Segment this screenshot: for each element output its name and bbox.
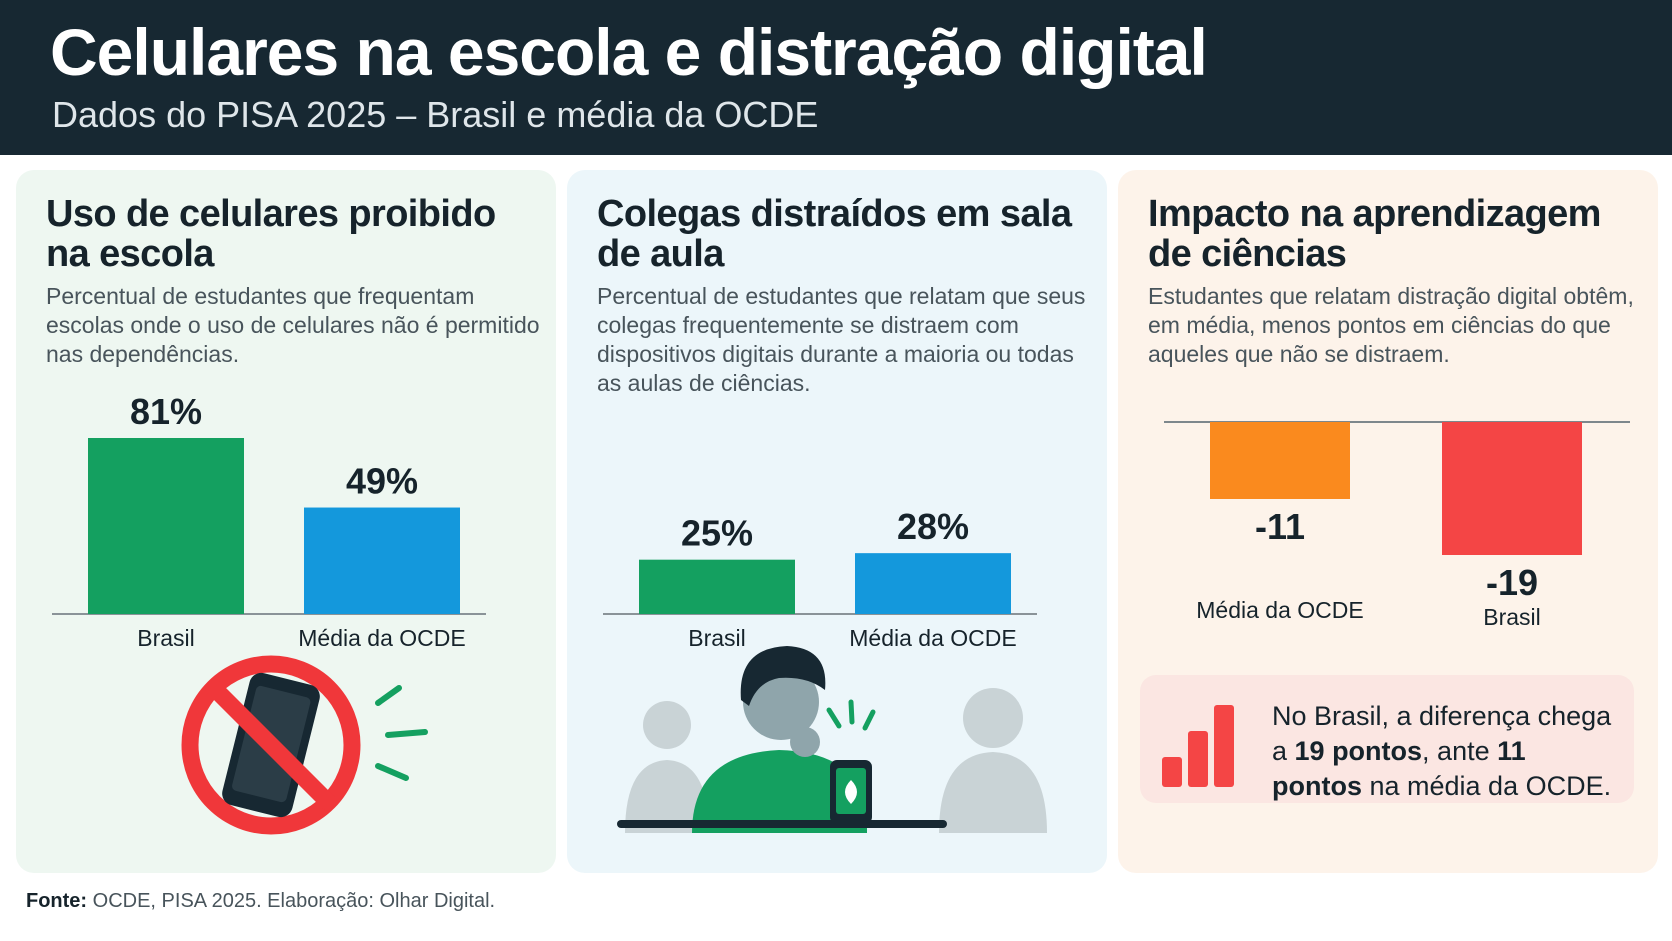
panel-phone-ban: Uso de celulares proibido na escola Perc… — [16, 170, 556, 873]
panel-title: Colegas distraídos em sala de aula — [597, 193, 1072, 275]
page-subtitle: Dados do PISA 2025 – Brasil e média da O… — [52, 94, 819, 135]
page-title: Celulares na escola e distração digital — [50, 15, 1208, 89]
callout-box: No Brasil, a diferença chega a 19 pontos… — [1140, 675, 1634, 803]
bar-0 — [88, 438, 244, 614]
category-label: Média da OCDE — [298, 625, 465, 651]
panel-description: Estudantes que relatam distração digital… — [1148, 283, 1634, 367]
panel-title: Uso de celulares proibido na escola — [46, 193, 496, 275]
source-footer: Fonte: OCDE, PISA 2025. Elaboração: Olha… — [26, 890, 495, 913]
value-label: -11 — [1255, 506, 1305, 547]
source-text: OCDE, PISA 2025. Elaboração: Olhar Digit… — [87, 890, 496, 912]
distracted-student-icon — [617, 646, 1047, 833]
bar-1 — [1442, 422, 1582, 555]
panel-description: Percentual de estudantes que frequentam … — [46, 283, 540, 367]
chart-distracted-peers: 25% Brasil 28% Média da OCDE — [603, 506, 1047, 833]
value-label: 28% — [897, 506, 969, 547]
value-label: 49% — [346, 461, 418, 502]
category-label: Brasil — [688, 625, 746, 651]
panel-description: Percentual de estudantes que relatam que… — [597, 283, 1086, 396]
bar-chart-icon — [1162, 705, 1234, 787]
panel-learning-impact: Impacto na aprendizagem de ciências Estu… — [1118, 170, 1658, 873]
value-label: 25% — [681, 513, 753, 554]
category-label: Média da OCDE — [1196, 597, 1363, 623]
header: Celulares na escola e distração digital … — [0, 0, 1672, 155]
category-label: Brasil — [137, 625, 195, 651]
bar-0 — [639, 559, 795, 614]
panel-title: Impacto na aprendizagem de ciências — [1148, 193, 1601, 275]
callout-text: No Brasil, a diferença chega a 19 pontos… — [1272, 701, 1612, 801]
category-label: Média da OCDE — [849, 625, 1016, 651]
source-label: Fonte: — [26, 890, 88, 912]
panel-distracted-peers: Colegas distraídos em sala de aula Perce… — [567, 170, 1107, 873]
value-label: 81% — [130, 391, 202, 432]
chart-phone-ban: 81% Brasil 49% Média da OCDE — [52, 391, 486, 835]
bar-1 — [304, 507, 460, 614]
bar-0 — [1210, 422, 1350, 499]
value-label: -19 — [1486, 562, 1538, 603]
category-label: Brasil — [1483, 604, 1541, 630]
bar-1 — [855, 553, 1011, 614]
no-phone-icon — [181, 655, 428, 835]
